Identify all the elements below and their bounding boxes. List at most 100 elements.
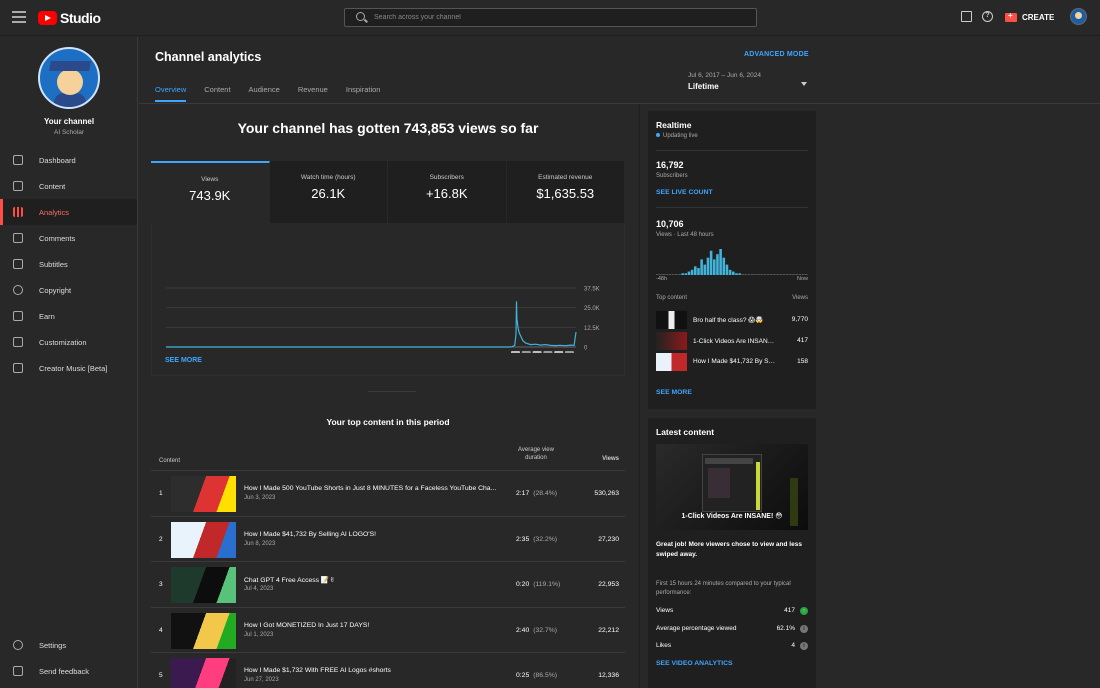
stat-card-watch-time-hours[interactable]: Watch time (hours) 26.1K — [269, 161, 388, 223]
sidebar-item-settings[interactable]: Settings — [0, 632, 137, 658]
table-row[interactable]: 2 How I Made $41,732 By Selling AI LOGO'S… — [151, 517, 625, 562]
realtime-item-title[interactable]: How I Made $41,732 By Selling AI LOGO'S! — [693, 358, 778, 365]
video-thumbnail[interactable] — [171, 612, 236, 649]
realtime-item-title[interactable]: 1-Click Videos Are INSANE! 😳 — [693, 338, 778, 345]
messages-icon[interactable] — [961, 11, 972, 22]
video-thumbnail[interactable] — [171, 521, 236, 558]
realtime-bar — [662, 274, 665, 275]
realtime-content-item[interactable]: Bro half the class? 😱🤯 9,770 — [656, 311, 808, 329]
realtime-item-title[interactable]: Bro half the class? 😱🤯 — [693, 317, 764, 324]
realtime-bar — [763, 274, 767, 275]
table-row[interactable]: 4 How I Got MONETIZED In Just 17 DAYS! Jul… — [151, 608, 625, 653]
sidebar-item-label: Analytics — [39, 207, 70, 217]
sidebar-item-label: Copyright — [39, 285, 72, 295]
stat-card-views[interactable]: Views 743.9K — [151, 161, 270, 223]
realtime-content-item[interactable]: 1-Click Videos Are INSANE! 😳 417 — [656, 332, 808, 350]
sidebar-nav: Dashboard Content Analytics Comments Subtitl… — [0, 147, 137, 381]
advanced-mode-button[interactable]: ADVANCED MODE — [744, 51, 809, 58]
sidebar-item-earn[interactable]: Earn — [0, 303, 137, 329]
tab-inspiration[interactable]: Inspiration — [345, 85, 381, 94]
chart-y-tick: 12.5K — [584, 326, 600, 332]
see-video-analytics-link[interactable]: SEE VIDEO ANALYTICS — [656, 660, 733, 667]
realtime-axis-end: Now — [796, 276, 808, 282]
video-date: Jul 1, 2023 — [244, 631, 274, 638]
realtime-item-thumbnail[interactable] — [656, 311, 687, 329]
sidebar-item-subtitles[interactable]: Subtitles — [0, 251, 137, 277]
arrow-up-icon[interactable]: ↑ — [800, 607, 808, 615]
video-marker-icon — [511, 351, 520, 353]
see-more-link[interactable]: SEE MORE — [165, 357, 202, 364]
latest-video-thumbnail[interactable] — [656, 444, 808, 530]
search-box[interactable] — [344, 8, 757, 27]
video-thumbnail[interactable] — [171, 476, 236, 512]
stat-card-estimated-revenue[interactable]: Estimated revenue $1,635.53 — [506, 161, 625, 223]
stat-cards: Views 743.9K Watch time (hours) 26.1K Subscr… — [151, 161, 625, 223]
sidebar-item-send-feedback[interactable]: Send feedback — [0, 658, 137, 684]
see-live-count-link[interactable]: SEE LIVE COUNT — [656, 189, 713, 196]
video-title[interactable]: How I Made 500 YouTube Shorts in Just 8 … — [244, 485, 497, 492]
channel-avatar[interactable] — [38, 47, 100, 109]
realtime-item-thumbnail[interactable] — [656, 332, 687, 350]
table-row[interactable]: 1 How I Made 500 YouTube Shorts in Just 8… — [151, 471, 625, 517]
realtime-bar — [725, 264, 729, 275]
feedback-icon — [13, 666, 23, 676]
copyright-icon — [13, 285, 23, 295]
create-button[interactable]: CREATE — [1005, 10, 1054, 24]
customization-icon — [13, 337, 23, 347]
video-title[interactable]: How I Made $41,732 By Selling AI LOGO'S! — [244, 530, 377, 538]
realtime-bar — [754, 274, 757, 275]
creator-music-icon — [13, 363, 23, 373]
sidebar-item-analytics[interactable]: Analytics — [0, 199, 137, 225]
latest-metric-likes: Likes 4 i — [656, 642, 808, 654]
tab-overview[interactable]: Overview — [155, 85, 187, 102]
stat-value: 743.9K — [189, 188, 231, 203]
metric-label: Likes — [656, 642, 672, 649]
help-icon[interactable]: ? — [982, 11, 993, 22]
row-rank: 5 — [159, 672, 163, 679]
studio-logo[interactable]: Studio — [38, 10, 101, 26]
youtube-logo-icon — [38, 11, 57, 25]
stat-card-subscribers[interactable]: Subscribers +16.8K — [388, 161, 507, 223]
date-range-dates: Jul 6, 2017 – Jun 6, 2024 — [688, 72, 762, 79]
realtime-bar — [792, 274, 795, 275]
tab-audience[interactable]: Audience — [248, 85, 280, 94]
metric-value: 417 — [784, 607, 795, 614]
sidebar-item-creator-music-beta[interactable]: Creator Music [Beta] — [0, 355, 137, 381]
realtime-content-item[interactable]: How I Made $41,732 By Selling AI LOGO'S!… — [656, 353, 808, 371]
sidebar-item-label: Send feedback — [39, 666, 90, 676]
info-icon[interactable]: i — [800, 642, 808, 650]
col-duration: Average view duration — [518, 447, 554, 461]
realtime-bar — [795, 274, 798, 275]
updating-live-label: Updating live — [656, 133, 698, 139]
sidebar-item-comments[interactable]: Comments — [0, 225, 137, 251]
realtime-see-more-link[interactable]: SEE MORE — [656, 389, 692, 396]
video-title[interactable]: How I Got MONETIZED In Just 17 DAYS! — [244, 621, 370, 629]
search-input[interactable] — [374, 11, 744, 24]
account-avatar[interactable] — [1070, 8, 1087, 25]
realtime-bar — [716, 254, 719, 275]
sidebar-item-customization[interactable]: Customization — [0, 329, 137, 355]
date-range-picker[interactable]: Jul 6, 2017 – Jun 6, 2024 Lifetime — [688, 72, 808, 91]
metric-label: Average percentage viewed — [656, 624, 737, 632]
menu-icon[interactable] — [12, 11, 26, 23]
chart-y-tick: 37.5K — [584, 287, 600, 293]
row-rank: 3 — [159, 581, 163, 588]
realtime-views-col: Views — [792, 295, 808, 301]
table-row[interactable]: 3 Chat GPT 4 Free Access 📝✌ Jul 4, 2023 0:2… — [151, 562, 625, 608]
realtime-bar — [713, 259, 716, 275]
video-thumbnail[interactable] — [171, 567, 236, 603]
duration-percent: (119.1%) — [533, 581, 561, 588]
realtime-item-thumbnail[interactable] — [656, 353, 687, 371]
realtime-subscribers-label: Subscribers — [656, 173, 688, 179]
sidebar-item-content[interactable]: Content — [0, 173, 137, 199]
video-thumbnail[interactable] — [171, 658, 236, 688]
tab-revenue[interactable]: Revenue — [297, 85, 328, 94]
video-title[interactable]: Chat GPT 4 Free Access 📝✌ — [244, 577, 336, 584]
sidebar-item-dashboard[interactable]: Dashboard — [0, 147, 137, 173]
sidebar-item-label: Comments — [39, 233, 76, 243]
video-title[interactable]: How I Made $1,732 With FREE AI Logos #sh… — [244, 667, 391, 674]
tab-content[interactable]: Content — [204, 85, 231, 94]
table-row[interactable]: 5 How I Made $1,732 With FREE AI Logos #s… — [151, 653, 625, 688]
sidebar-item-copyright[interactable]: Copyright — [0, 277, 137, 303]
info-icon[interactable]: i — [800, 624, 808, 633]
